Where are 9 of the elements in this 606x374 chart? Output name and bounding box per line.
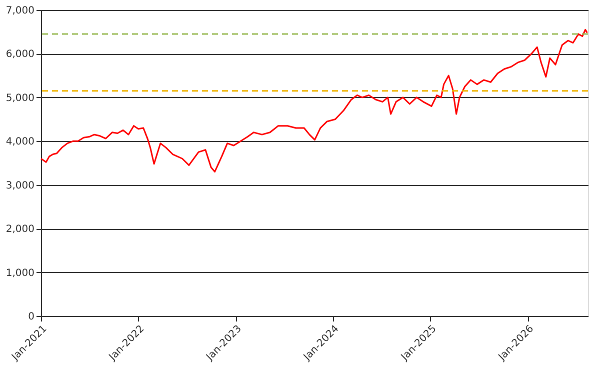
y-tick-label: 5,000 (6, 92, 34, 104)
y-tick-label: 7,000 (6, 6, 34, 16)
y-tick-label: 1,000 (6, 268, 34, 279)
y-tick-label: 6,000 (6, 49, 34, 60)
y-tick-label: 4,000 (6, 136, 34, 148)
line-series (40, 28, 588, 172)
y-tick-label: 3,000 (6, 180, 34, 192)
y-tick-label: 0 (28, 312, 34, 322)
y-tick-label: 2,000 (6, 224, 34, 236)
